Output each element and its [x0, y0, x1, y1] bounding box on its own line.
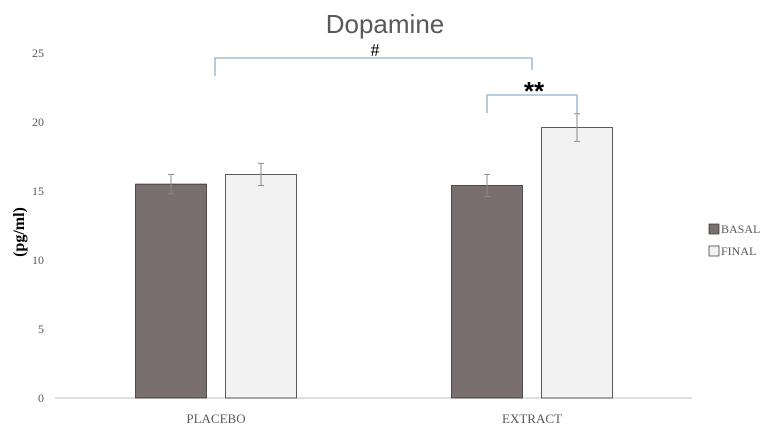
bar-final-extract: [541, 127, 613, 399]
annotation-significance-label: **: [524, 76, 545, 106]
bar-basal-extract: [451, 185, 523, 399]
legend-swatch-final: [708, 245, 720, 257]
annotation-bracket-hash: [214, 57, 533, 76]
y-axis-label: (pg/ml): [11, 207, 28, 257]
x-tick-label: PLACEBO: [186, 411, 245, 426]
legend: BASAL FINAL: [708, 222, 760, 258]
bar-basal-placebo: [135, 183, 207, 399]
legend-label-final: FINAL: [721, 244, 756, 258]
annotation-bracket-significance: [486, 94, 578, 113]
annotation-significance: **: [486, 76, 578, 113]
legend-item-basal: BASAL: [708, 222, 760, 236]
bars-group: [135, 127, 613, 399]
annotation-hash: #: [214, 40, 533, 76]
annotation-hash-label: #: [371, 40, 380, 60]
legend-swatch-basal: [708, 223, 720, 235]
legend-item-final: FINAL: [708, 244, 756, 258]
legend-label-basal: BASAL: [721, 222, 760, 236]
y-axis-ticks: 0 5 10 15 20 25: [32, 46, 44, 405]
y-tick-label: 10: [32, 253, 44, 267]
y-tick-label: 5: [38, 322, 44, 336]
y-tick-label: 20: [32, 115, 44, 129]
y-tick-label: 15: [32, 184, 44, 198]
x-axis-labels: PLACEBO EXTRACT: [186, 411, 562, 426]
y-tick-label: 0: [38, 391, 44, 405]
y-tick-label: 25: [32, 46, 44, 60]
chart-title: Dopamine: [326, 9, 445, 39]
bar-final-placebo: [225, 174, 297, 399]
error-bars-group: [168, 113, 580, 198]
x-tick-label: EXTRACT: [502, 411, 562, 426]
